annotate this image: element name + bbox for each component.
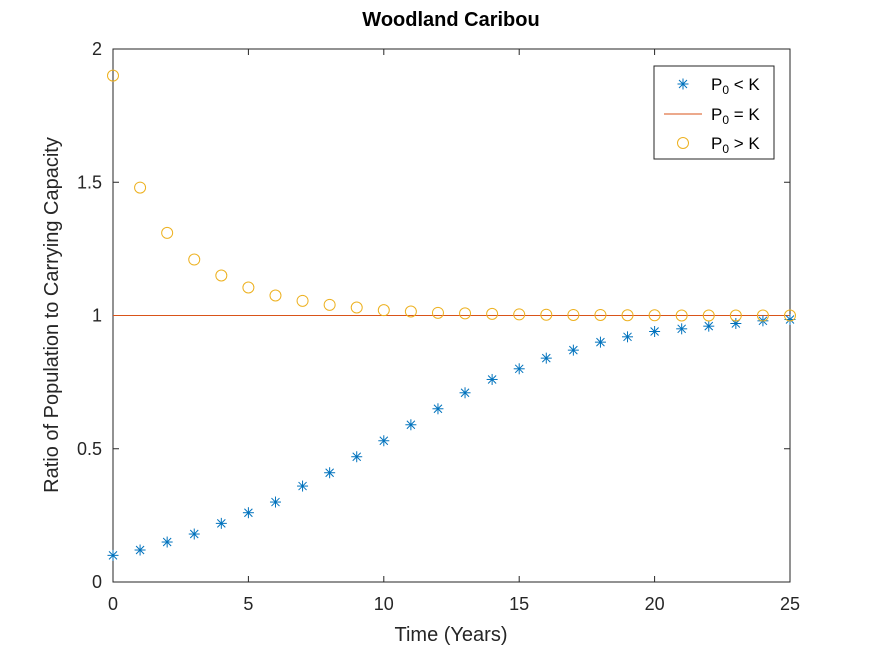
data-point-p0-less-k	[486, 373, 498, 385]
data-point-p0-greater-k	[188, 253, 201, 266]
data-point-p0-less-k	[161, 536, 173, 548]
data-point-p0-greater-k	[648, 309, 661, 322]
data-point-p0-less-k	[134, 544, 146, 556]
data-point-p0-greater-k	[702, 309, 715, 322]
data-point-p0-less-k	[405, 419, 417, 431]
legend-marker-circle	[677, 137, 689, 149]
x-axis-ticks: 0 5 10 15 20 25	[108, 49, 800, 614]
data-point-p0-greater-k	[323, 298, 336, 311]
data-point-p0-greater-k	[594, 308, 607, 321]
data-point-p0-less-k	[297, 480, 309, 492]
data-point-p0-less-k	[513, 363, 525, 375]
x-tick-label: 5	[243, 594, 253, 614]
y-axis-ticks: 0 0.5 1 1.5 2	[77, 39, 790, 592]
x-tick-label: 0	[108, 594, 118, 614]
data-point-p0-less-k	[107, 549, 119, 561]
data-point-p0-less-k	[269, 496, 281, 508]
legend-entry-p0-equals-k: P0 = K	[711, 105, 760, 127]
data-point-p0-less-k	[215, 517, 227, 529]
data-point-p0-greater-k	[513, 308, 526, 321]
x-axis-label: Time (Years)	[395, 624, 508, 646]
data-point-p0-greater-k	[567, 308, 580, 321]
data-point-p0-greater-k	[756, 309, 769, 322]
y-axis-label: Ratio of Population to Carrying Capacity	[41, 137, 63, 493]
x-tick-label: 10	[374, 594, 394, 614]
data-point-p0-greater-k	[486, 307, 499, 320]
data-point-p0-less-k	[622, 331, 634, 343]
legend-entry-p0-less-k: P0 < K	[711, 75, 760, 97]
data-point-p0-less-k	[567, 344, 579, 356]
data-point-p0-greater-k	[729, 309, 742, 322]
data-point-p0-greater-k	[621, 309, 634, 322]
x-tick-label: 15	[509, 594, 529, 614]
data-point-p0-less-k	[703, 320, 715, 332]
legend: P0 < K P0 = K P0 > K	[653, 65, 775, 160]
data-point-p0-greater-k	[404, 305, 417, 318]
data-point-p0-greater-k	[350, 301, 363, 314]
data-point-p0-less-k	[351, 451, 363, 463]
data-point-p0-greater-k	[296, 294, 309, 307]
data-point-p0-less-k	[378, 435, 390, 447]
data-point-p0-less-k	[188, 528, 200, 540]
x-tick-label: 20	[645, 594, 665, 614]
data-point-p0-less-k	[459, 387, 471, 399]
y-tick-label: 0	[92, 572, 102, 592]
data-point-p0-greater-k	[540, 308, 553, 321]
data-point-p0-greater-k	[431, 306, 444, 319]
data-point-p0-greater-k	[269, 289, 282, 302]
data-point-p0-greater-k	[377, 304, 390, 317]
series-layer	[107, 69, 796, 561]
data-point-p0-less-k	[242, 507, 254, 519]
data-point-p0-greater-k	[215, 269, 228, 282]
data-point-p0-less-k	[540, 352, 552, 364]
data-point-p0-greater-k	[134, 181, 147, 194]
data-point-p0-less-k	[649, 325, 661, 337]
x-tick-label: 25	[780, 594, 800, 614]
data-point-p0-greater-k	[459, 307, 472, 320]
data-point-p0-greater-k	[675, 309, 688, 322]
data-point-p0-less-k	[594, 336, 606, 348]
data-point-p0-less-k	[432, 403, 444, 415]
data-point-p0-less-k	[324, 467, 336, 479]
data-point-p0-greater-k	[107, 69, 119, 82]
data-point-p0-greater-k	[161, 226, 174, 239]
data-point-p0-greater-k	[242, 281, 255, 294]
y-tick-label: 1	[92, 306, 102, 326]
legend-entry-p0-greater-k: P0 > K	[711, 134, 760, 156]
data-point-p0-less-k	[676, 323, 688, 335]
data-point-p0-greater-k	[784, 309, 796, 322]
legend-marker-asterisk	[677, 78, 689, 90]
y-tick-label: 1.5	[77, 172, 102, 192]
y-tick-label: 2	[92, 39, 102, 59]
legend-box	[653, 65, 775, 160]
y-tick-label: 0.5	[77, 439, 102, 459]
chart-title: Woodland Caribou	[362, 9, 539, 31]
